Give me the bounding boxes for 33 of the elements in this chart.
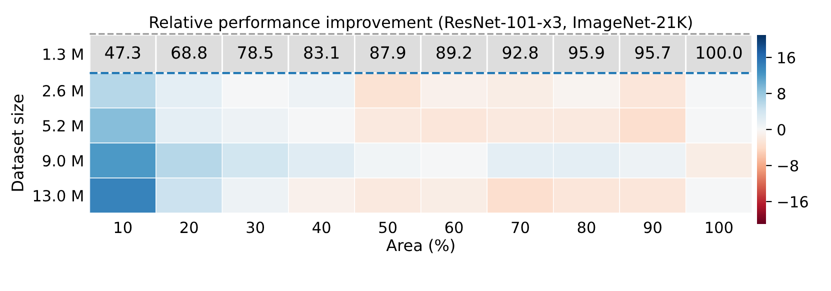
x-tick-label: 20 xyxy=(180,222,198,234)
x-tick-label: 60 xyxy=(445,222,463,234)
x-tick-label: 100 xyxy=(706,222,733,234)
x-tick-label: 40 xyxy=(312,222,330,234)
data-label: 95.7 xyxy=(635,46,670,59)
y-tick-label: 2.6 M xyxy=(42,85,83,97)
chart-title: Relative performance improvement (ResNet-101-x3, ImageNet-21K) xyxy=(150,16,692,32)
data-label: 83.1 xyxy=(304,46,339,59)
y-tick-label: 1.3 M xyxy=(44,48,83,60)
y-axis-title: Dataset size xyxy=(11,94,24,191)
data-label: 92.8 xyxy=(502,46,538,59)
x-tick-label: 10 xyxy=(114,222,132,234)
data-label: 100.0 xyxy=(696,46,742,59)
y-tick-label: 13.0 M xyxy=(34,190,83,202)
color-bar-label: −16 xyxy=(778,196,808,208)
x-tick-label: 70 xyxy=(512,222,529,234)
y-tick-label: 9.0 M xyxy=(42,154,83,167)
x-axis-title: Area (%) xyxy=(386,238,454,254)
data-label: 89.2 xyxy=(436,46,471,59)
color-bar-label: 8 xyxy=(778,88,786,100)
x-tick-label: 90 xyxy=(644,222,662,234)
data-label: 95.9 xyxy=(568,46,604,59)
data-label: 87.9 xyxy=(370,46,406,59)
color-bar-label: 16 xyxy=(778,52,796,64)
data-label: 68.8 xyxy=(172,46,207,59)
data-label: 47.3 xyxy=(105,46,140,59)
y-tick-label: 5.2 M xyxy=(43,120,83,132)
x-tick-label: 30 xyxy=(246,222,264,234)
x-tick-label: 80 xyxy=(578,222,596,234)
color-bar-label: −8 xyxy=(778,160,798,172)
data-label: 78.5 xyxy=(238,46,272,59)
x-tick-label: 50 xyxy=(379,222,396,234)
color-bar-label: 0 xyxy=(778,124,786,136)
